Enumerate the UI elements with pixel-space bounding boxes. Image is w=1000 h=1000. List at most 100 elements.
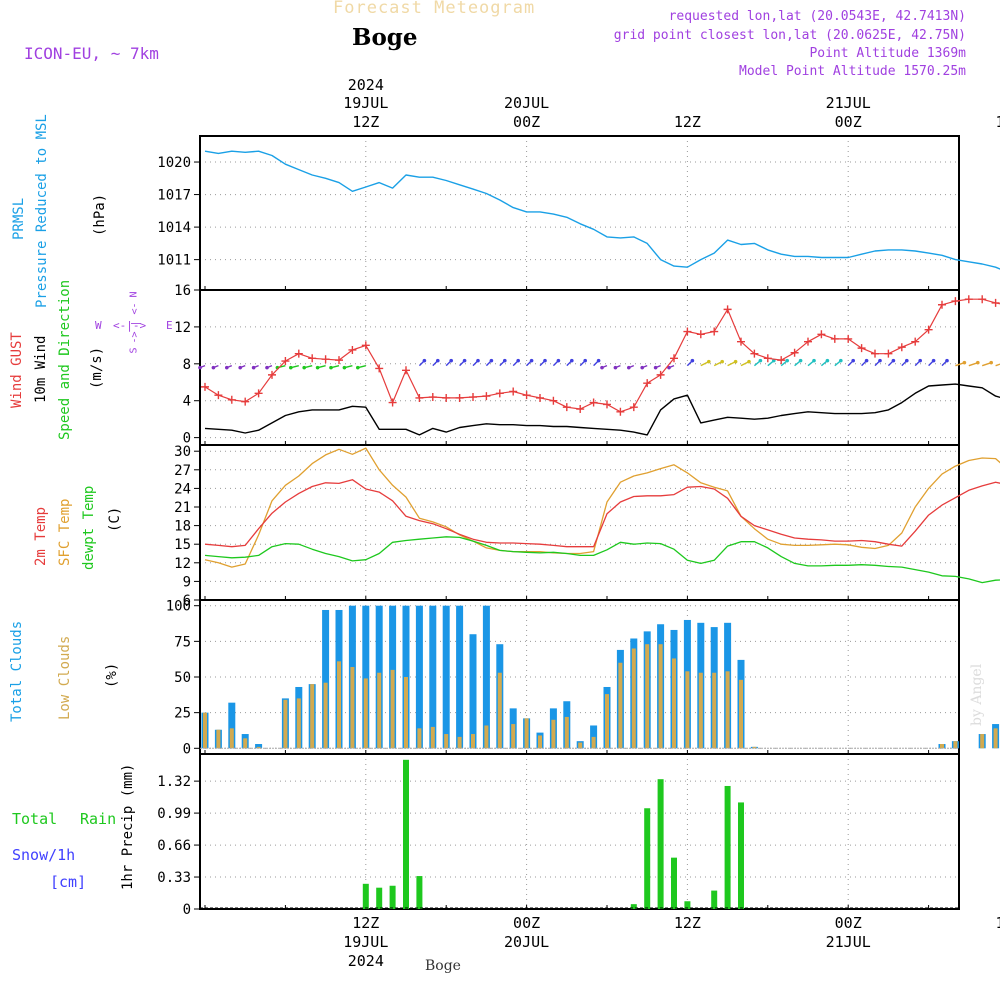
model-altitude: Model Point Altitude 1570.25m bbox=[739, 64, 966, 79]
wind-arrow-head bbox=[289, 365, 293, 370]
wind-arrow-head bbox=[302, 365, 307, 370]
total-cloud-bar bbox=[469, 634, 477, 749]
gust-point bbox=[562, 403, 571, 412]
wind-panel: 0 4 8 12 16 bbox=[174, 283, 1000, 447]
wind-arrow-head bbox=[225, 365, 229, 370]
gust-point bbox=[495, 389, 504, 398]
y-tick-label: 1.32 bbox=[157, 774, 191, 790]
bottom-axis-label: 00Z bbox=[513, 914, 540, 932]
wind-arrow-head bbox=[422, 358, 427, 363]
y-tick-label: 12 bbox=[174, 320, 191, 336]
wind-arrow-head bbox=[758, 358, 763, 363]
gust-point bbox=[469, 393, 477, 402]
wind-speed-line bbox=[204, 383, 1000, 436]
gust-point bbox=[924, 325, 933, 334]
wind-arrow-head bbox=[476, 358, 480, 363]
wind-arrow bbox=[995, 363, 1000, 367]
total-cloud-bar bbox=[228, 702, 236, 749]
gust-point bbox=[737, 337, 745, 346]
gust-point bbox=[897, 343, 906, 352]
total-cloud-bar bbox=[442, 605, 450, 749]
y-tick-label: 0 bbox=[183, 741, 191, 757]
low-cloud-bar bbox=[404, 677, 408, 749]
low-cloud-bar bbox=[752, 746, 757, 749]
footer-location: Boge bbox=[425, 958, 461, 974]
total-cloud-bar bbox=[322, 609, 330, 749]
low-cloud-bar bbox=[524, 718, 529, 749]
top-time-axis: 202419JUL12Z20JUL00Z12Z21JUL00Z12Z22JUL0… bbox=[343, 76, 1000, 131]
compass-h: <-|-> bbox=[113, 319, 147, 332]
y-tick-label: 24 bbox=[174, 481, 191, 497]
wind-arrow-head bbox=[503, 358, 507, 363]
gust-point bbox=[763, 354, 772, 363]
rain-bar bbox=[630, 904, 637, 909]
rain-bar bbox=[376, 887, 383, 909]
rain-bar bbox=[416, 876, 423, 909]
total-rain-label-a: Total bbox=[12, 810, 58, 828]
gust-point bbox=[857, 344, 866, 353]
low-cloud-bar bbox=[658, 644, 663, 749]
low-cloud-bar bbox=[511, 724, 516, 749]
low-cloud-bar bbox=[444, 734, 449, 749]
y-tick-label: 27 bbox=[174, 463, 191, 479]
wind-arrow-head bbox=[667, 365, 671, 370]
low-cloud-bar bbox=[564, 716, 569, 749]
y-tick-label: 12 bbox=[174, 556, 191, 572]
rain-bar bbox=[657, 779, 664, 909]
gust-point bbox=[402, 366, 410, 375]
gust-point bbox=[603, 400, 611, 409]
wind-arrow-head bbox=[785, 358, 789, 363]
sfc-temp-line bbox=[204, 447, 1000, 568]
bottom-axis-label: 12Z bbox=[995, 914, 1000, 932]
panel-frame bbox=[199, 135, 960, 291]
gust-point bbox=[938, 300, 946, 309]
wind-arrow-head bbox=[931, 358, 936, 363]
gust-point bbox=[670, 354, 678, 363]
gust-point bbox=[361, 341, 370, 350]
cloud-panel: 0 25 50 75 100 bbox=[166, 599, 1000, 757]
gust-point bbox=[723, 305, 732, 314]
wind-arrow-head bbox=[825, 358, 830, 363]
gust-point bbox=[201, 382, 209, 391]
wind-arrow-head bbox=[640, 365, 644, 370]
low-cloud-bar bbox=[296, 698, 301, 749]
y-tick-label: 1020 bbox=[157, 155, 191, 171]
wind-arrow-head bbox=[690, 358, 695, 363]
wind-arrow-head bbox=[707, 359, 711, 364]
requested-coords: requested lon,lat (20.0543E, 42.7413N) bbox=[668, 9, 966, 24]
y-tick-label: 15 bbox=[174, 537, 191, 553]
low-cloud-bar bbox=[243, 738, 248, 749]
wind-arrow-head bbox=[211, 365, 216, 370]
wind-arrow-head bbox=[720, 359, 724, 364]
low-cloud-bar bbox=[310, 684, 315, 749]
dewpt-line bbox=[204, 536, 1000, 584]
low-cloud-bar bbox=[430, 726, 435, 749]
gust-point bbox=[830, 334, 839, 343]
top-axis-label: 19JUL bbox=[343, 94, 388, 112]
gust-line bbox=[204, 298, 1000, 413]
gust-point bbox=[656, 370, 665, 379]
gust-point bbox=[696, 330, 705, 339]
gust-point bbox=[536, 393, 544, 402]
total-cloud-bar bbox=[456, 605, 464, 749]
y-tick-label: 8 bbox=[183, 357, 191, 373]
y-tick-label: 16 bbox=[174, 283, 191, 299]
low-cloud-bar bbox=[363, 678, 368, 749]
wind-arrow-head bbox=[596, 358, 601, 363]
top-axis-label: 2024 bbox=[348, 76, 384, 94]
y-tick-label: 50 bbox=[174, 670, 191, 686]
bottom-axis-label: 21JUL bbox=[826, 933, 871, 951]
wind-arrow-head bbox=[583, 358, 587, 363]
temp-2m-line bbox=[204, 479, 1000, 548]
wind-arrow-head bbox=[918, 358, 922, 363]
gust-point bbox=[804, 337, 812, 346]
rain-bar bbox=[724, 785, 731, 909]
gust-point bbox=[710, 327, 719, 336]
low-cloud-bar bbox=[256, 746, 261, 749]
low-cloud-bar bbox=[725, 671, 730, 749]
top-axis-label: 00Z bbox=[513, 113, 540, 131]
gust-point bbox=[522, 391, 531, 400]
rain-bar bbox=[738, 802, 744, 909]
y-tick-label: 1017 bbox=[157, 188, 191, 204]
gust-point bbox=[455, 393, 464, 402]
